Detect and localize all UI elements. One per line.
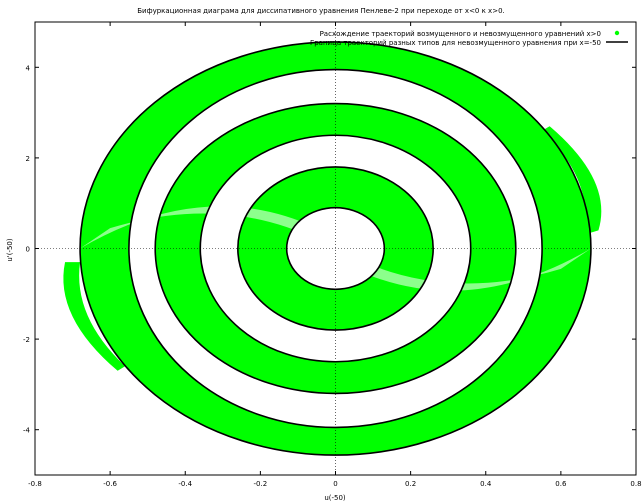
x-tick-label: -0.4 xyxy=(178,480,192,488)
y-tick-label: 4 xyxy=(26,64,31,72)
legend-label-points: Расхождение траекторий возмущенного и не… xyxy=(320,30,601,38)
x-tick-label: 0.8 xyxy=(630,480,641,488)
y-tick-label: -2 xyxy=(23,336,30,344)
green-band-inner xyxy=(237,166,434,331)
x-tick-label: -0.8 xyxy=(28,480,42,488)
x-tick-label: 0 xyxy=(333,480,337,488)
legend-label-line: Граница траекторий разных типов для нево… xyxy=(310,39,601,47)
x-tick-label: 0.4 xyxy=(480,480,492,488)
x-tick-label: 0.6 xyxy=(555,480,567,488)
y-tick-label: 2 xyxy=(26,155,30,163)
plot-area xyxy=(35,22,636,475)
axis-ticks: -0.8 -0.6 -0.4 -0.2 0 0.2 0.4 0.6 0.8 -4 -2 0 2 4 xyxy=(23,22,642,488)
x-axis-label: u(-50) xyxy=(324,494,346,502)
y-axis-label: u'(-50) xyxy=(6,238,14,262)
chart-title: Бифуркационная диаграма для диссипативно… xyxy=(137,7,505,15)
y-tick-label: 0 xyxy=(26,246,30,254)
y-tick-label: -4 xyxy=(23,427,31,435)
legend: Расхождение траекторий возмущенного и не… xyxy=(310,30,628,47)
x-tick-label: 0.2 xyxy=(405,480,416,488)
x-tick-label: -0.2 xyxy=(254,480,268,488)
x-tick-label: -0.6 xyxy=(103,480,117,488)
legend-marker-points xyxy=(614,30,620,36)
green-arc-left xyxy=(63,262,126,371)
